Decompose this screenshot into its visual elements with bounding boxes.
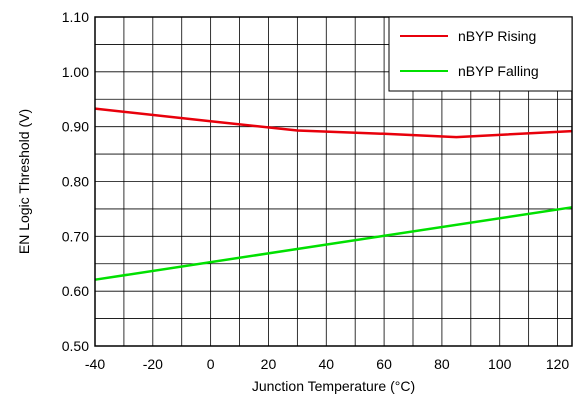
x-tick-label: 100 — [488, 356, 512, 372]
x-tick-label: 20 — [261, 356, 277, 372]
legend-label-nbyp-falling: nBYP Falling — [458, 63, 539, 79]
x-tick-label: 60 — [376, 356, 392, 372]
x-axis-tick-labels: -40 -20 0 20 40 60 80 100 120 — [85, 356, 570, 372]
plot-series — [94, 107, 573, 281]
x-axis-title: Junction Temperature (°C) — [252, 378, 415, 394]
series-line-nbyp-rising — [94, 107, 573, 139]
y-axis-tick-labels: 0.50 0.60 0.70 0.80 0.90 1.00 1.10 — [62, 9, 89, 354]
y-axis-title: EN Logic Threshold (V) — [16, 109, 32, 254]
x-tick-label: -40 — [85, 356, 105, 372]
x-tick-label: -20 — [143, 356, 163, 372]
legend-box — [388, 16, 573, 92]
y-tick-label: 0.50 — [62, 338, 89, 354]
y-tick-label: 0.80 — [62, 174, 89, 190]
y-tick-label: 0.60 — [62, 283, 89, 299]
series-line-nbyp-falling — [94, 206, 573, 281]
x-tick-label: 40 — [318, 356, 334, 372]
plot-frame — [94, 16, 573, 347]
x-tick-label: 80 — [434, 356, 450, 372]
y-tick-label: 1.10 — [62, 9, 89, 25]
y-tick-label: 0.90 — [62, 119, 89, 135]
legend: nBYP Rising nBYP Falling — [388, 16, 573, 92]
x-tick-label: 120 — [546, 356, 570, 372]
legend-label-nbyp-rising: nBYP Rising — [458, 28, 536, 44]
x-tick-label: 0 — [207, 356, 215, 372]
y-tick-label: 0.70 — [62, 228, 89, 244]
y-tick-label: 1.00 — [62, 64, 89, 80]
